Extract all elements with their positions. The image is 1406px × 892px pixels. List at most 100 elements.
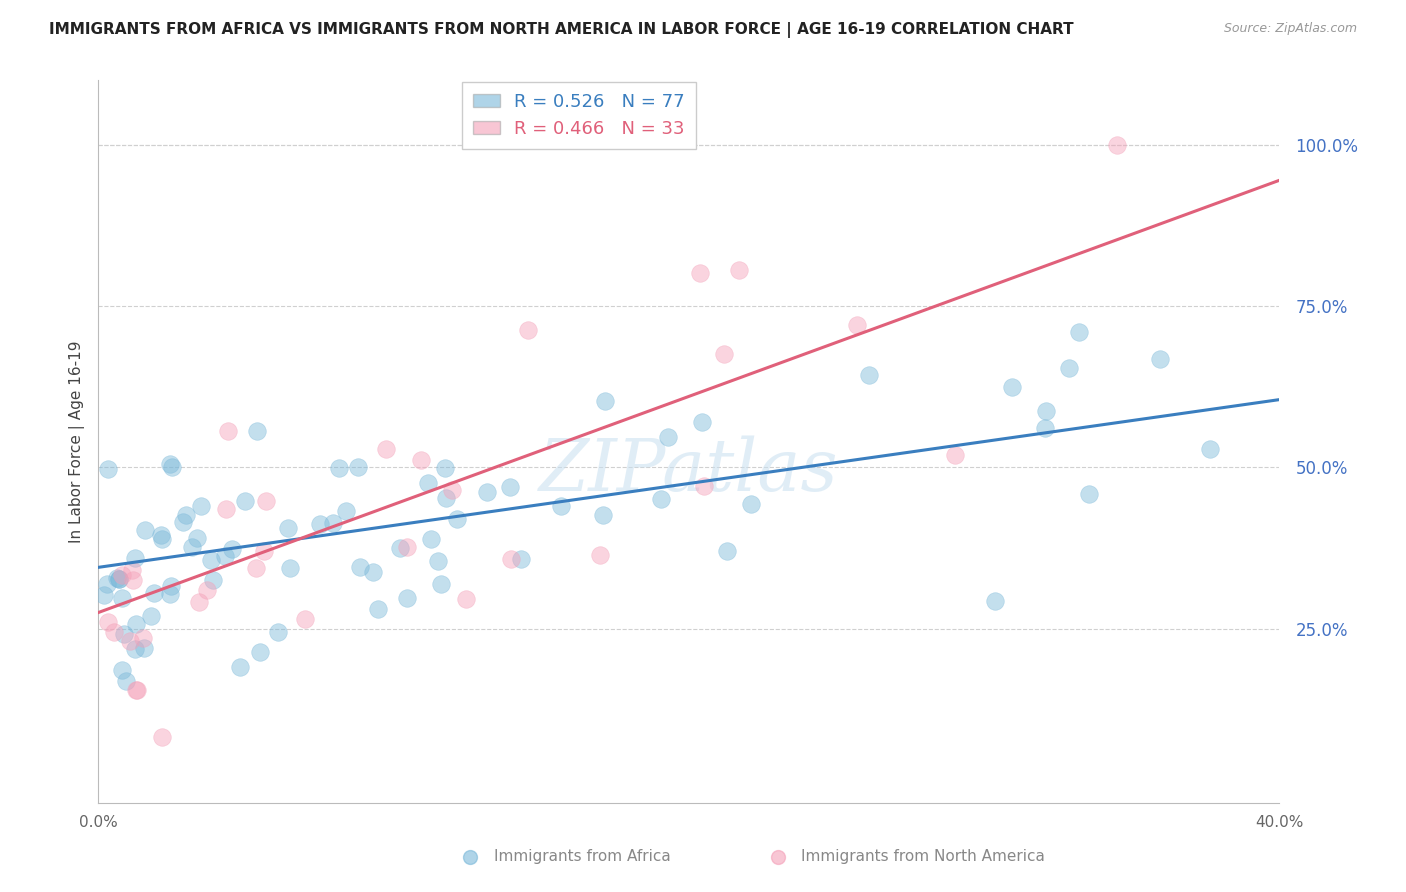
Point (588, 548, 610, 562)
Point (108, 572, 131, 586)
Point (716, 544, 738, 558)
Point (125, 682, 148, 697)
Point (727, 263, 749, 277)
Point (200, 553, 222, 567)
Point (246, 425, 269, 439)
Point (122, 573, 145, 587)
Point (593, 394, 616, 409)
Point (943, 448, 966, 462)
Point (215, 501, 238, 516)
Point (150, 532, 173, 546)
Point (346, 460, 368, 475)
Point (1077, 487, 1099, 501)
Y-axis label: In Labor Force | Age 16-19: In Labor Force | Age 16-19 (69, 340, 84, 543)
Point (367, 602, 389, 616)
Point (984, 593, 1007, 607)
Point (188, 595, 211, 609)
Point (713, 347, 735, 361)
Point (650, 491, 672, 506)
Point (441, 483, 464, 498)
Point (121, 564, 143, 578)
Point (429, 576, 451, 591)
Point (388, 541, 411, 556)
Point (124, 551, 146, 566)
Point (433, 460, 456, 475)
Point (120, 633, 142, 648)
Legend: R = 0.526   N = 77, R = 0.466   N = 33: R = 0.526 N = 77, R = 0.466 N = 33 (461, 82, 696, 149)
Point (858, 368, 880, 382)
Point (235, 494, 257, 508)
Point (416, 476, 439, 491)
Point (214, 549, 236, 564)
Point (328, 461, 350, 475)
Point (427, 553, 450, 567)
Point (375, 442, 398, 457)
Point (107, 572, 129, 586)
Point (740, 497, 762, 511)
Point (456, 592, 478, 607)
Point (124, 641, 146, 656)
Text: Immigrants from Africa: Immigrants from Africa (494, 849, 671, 864)
Point (266, 625, 288, 640)
Point (152, 730, 174, 744)
Point (93, 588, 115, 602)
Point (174, 508, 197, 523)
Point (409, 453, 432, 467)
Text: Source: ZipAtlas.com: Source: ZipAtlas.com (1223, 22, 1357, 36)
Point (689, 266, 711, 280)
Point (249, 645, 271, 659)
Point (217, 424, 239, 438)
Point (132, 641, 155, 656)
Point (845, 318, 868, 332)
Point (253, 543, 276, 558)
Point (657, 429, 679, 443)
Point (125, 683, 148, 698)
Point (335, 504, 357, 518)
Point (125, 617, 148, 632)
Point (132, 632, 155, 646)
Point (96, 577, 118, 591)
Point (186, 532, 208, 546)
Point (434, 491, 457, 505)
Point (159, 579, 181, 593)
Point (517, 323, 540, 337)
Point (103, 625, 125, 640)
Point (221, 542, 243, 557)
Point (172, 515, 194, 529)
Point (180, 541, 202, 555)
Point (361, 566, 384, 580)
Point (97, 615, 120, 630)
Point (195, 582, 218, 597)
Point (134, 524, 156, 538)
Text: Immigrants from North America: Immigrants from North America (801, 849, 1045, 864)
Point (396, 591, 419, 606)
Point (160, 460, 183, 475)
Point (142, 586, 165, 600)
Point (202, 573, 225, 587)
Point (509, 551, 531, 566)
Point (1001, 380, 1024, 394)
Point (1033, 420, 1056, 434)
Point (277, 520, 299, 534)
Point (245, 561, 267, 575)
Point (477, 484, 499, 499)
Point (111, 568, 134, 582)
Point (149, 528, 172, 542)
Point (139, 608, 162, 623)
Point (159, 587, 181, 601)
Point (1035, 403, 1057, 417)
Point (693, 479, 716, 493)
Point (322, 516, 344, 531)
Point (1067, 325, 1090, 339)
Point (499, 480, 522, 494)
Point (278, 561, 301, 575)
Point (309, 516, 332, 531)
Point (446, 511, 468, 525)
Point (114, 673, 136, 688)
Point (692, 415, 714, 429)
Point (1149, 352, 1171, 367)
Text: ZIPatlas: ZIPatlas (538, 435, 839, 506)
Point (254, 493, 277, 508)
Point (1199, 442, 1222, 456)
Point (1018, 831, 1040, 846)
